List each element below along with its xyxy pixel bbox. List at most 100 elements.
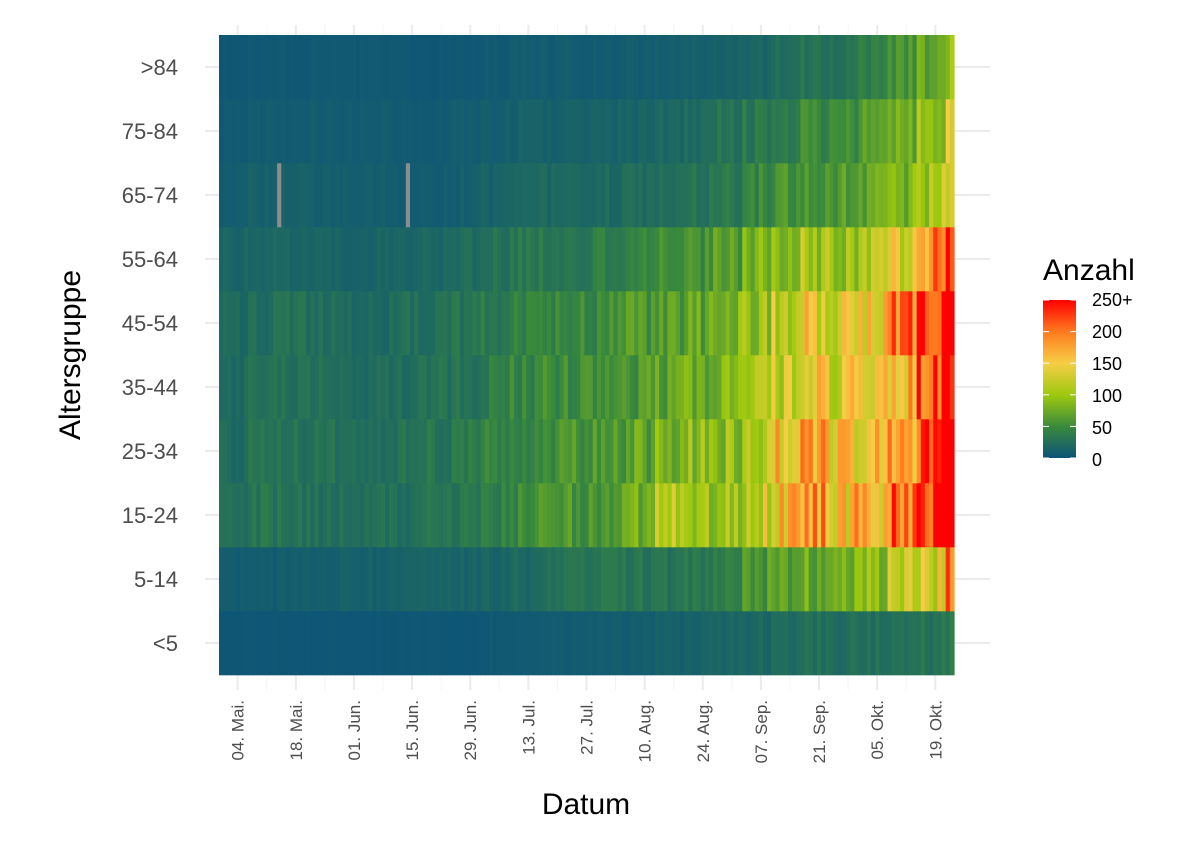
heatmap-cell: [613, 291, 619, 356]
heatmap-cell: [339, 483, 345, 548]
heatmap-cell: [297, 611, 303, 676]
heatmap-cell: [758, 227, 764, 292]
heatmap-cell: [634, 227, 640, 292]
heatmap-cell: [900, 547, 905, 612]
heatmap-cell: [563, 611, 569, 676]
heatmap-cell: [364, 291, 370, 356]
heatmap-cell: [804, 547, 810, 612]
heatmap-cell: [642, 163, 648, 228]
heatmap-cell: [248, 35, 253, 100]
heatmap-cell: [464, 547, 469, 612]
heatmap-cell: [584, 35, 590, 100]
heatmap-cell: [709, 355, 714, 420]
heatmap-cell: [642, 611, 648, 676]
heatmap-cell: [252, 483, 257, 548]
heatmap-cell: [414, 291, 419, 356]
heatmap-cell: [414, 611, 419, 676]
heatmap-cell: [816, 35, 822, 100]
heatmap-cell: [480, 35, 486, 100]
heatmap-cell: [559, 355, 565, 420]
heatmap-cell: [509, 99, 515, 164]
heatmap-cell: [783, 163, 789, 228]
heatmap-cell: [451, 355, 457, 420]
heatmap-cell: [916, 547, 922, 612]
heatmap-cell: [385, 291, 390, 356]
heatmap-cell: [484, 419, 490, 484]
heatmap-cell: [688, 35, 693, 100]
heatmap-cell: [866, 419, 872, 484]
heatmap-cell: [459, 99, 465, 164]
heatmap-cell: [368, 611, 374, 676]
heatmap-cell: [513, 547, 519, 612]
heatmap-cell: [933, 419, 938, 484]
heatmap-cell: [239, 483, 245, 548]
heatmap-cell: [526, 611, 532, 676]
heatmap-cell: [563, 355, 569, 420]
heatmap-cell: [501, 483, 507, 548]
heatmap-cell: [866, 163, 872, 228]
heatmap-cell: [285, 355, 291, 420]
heatmap-cell: [567, 419, 573, 484]
heatmap-cell: [900, 483, 905, 548]
heatmap-cell: [277, 483, 282, 548]
heatmap-cell: [949, 291, 955, 356]
heatmap-cell: [746, 35, 752, 100]
x-tick-label: 07. Sep.: [752, 700, 771, 763]
heatmap-cell: [659, 35, 664, 100]
heatmap-cell: [895, 227, 901, 292]
heatmap-cell: [854, 483, 860, 548]
heatmap-cell: [904, 163, 909, 228]
heatmap-cell: [505, 355, 511, 420]
heatmap-cell: [891, 611, 897, 676]
heatmap-cell: [692, 35, 698, 100]
heatmap-cell: [630, 355, 635, 420]
heatmap-cell: [671, 547, 677, 612]
heatmap-cell: [588, 227, 594, 292]
heatmap-cell: [812, 611, 818, 676]
heatmap-cell: [621, 547, 627, 612]
heatmap-cell: [563, 419, 569, 484]
heatmap-cell: [455, 163, 461, 228]
heatmap-cell: [252, 163, 257, 228]
heatmap-cell: [667, 35, 673, 100]
heatmap-cell: [879, 227, 885, 292]
heatmap-cell: [941, 99, 947, 164]
heatmap-cell: [841, 163, 847, 228]
heatmap-cell: [829, 291, 835, 356]
heatmap-cell: [771, 547, 777, 612]
heatmap-cell: [447, 547, 453, 612]
heatmap-cell: [364, 35, 370, 100]
heatmap-cell: [588, 291, 594, 356]
heatmap-cell: [422, 355, 428, 420]
heatmap-cell: [779, 227, 785, 292]
heatmap-cell: [621, 355, 627, 420]
heatmap-cell: [609, 419, 615, 484]
heatmap-cell: [252, 355, 257, 420]
heatmap-cell: [368, 163, 374, 228]
heatmap-cell: [725, 355, 731, 420]
heatmap-cell: [501, 419, 507, 484]
heatmap-cell: [376, 611, 382, 676]
heatmap-cell: [227, 547, 233, 612]
heatmap-cell: [663, 163, 669, 228]
heatmap-cell: [709, 163, 714, 228]
heatmap-cell: [650, 291, 656, 356]
heatmap-cell: [376, 483, 382, 548]
heatmap-cell: [418, 35, 424, 100]
heatmap-cell: [821, 547, 826, 612]
heatmap-cell: [484, 547, 490, 612]
heatmap-cell: [464, 419, 469, 484]
heatmap-cell: [729, 163, 735, 228]
heatmap-cell: [679, 483, 685, 548]
heatmap-cell: [704, 355, 710, 420]
heatmap-cell: [443, 227, 448, 292]
heatmap-cell: [418, 227, 424, 292]
heatmap-cell: [302, 483, 307, 548]
heatmap-cell: [426, 35, 432, 100]
heatmap-cell: [671, 419, 677, 484]
heatmap-cell: [447, 35, 453, 100]
heatmap-cell: [887, 227, 893, 292]
heatmap-cell: [343, 35, 349, 100]
heatmap-cell: [933, 227, 938, 292]
heatmap-cell: [671, 611, 677, 676]
